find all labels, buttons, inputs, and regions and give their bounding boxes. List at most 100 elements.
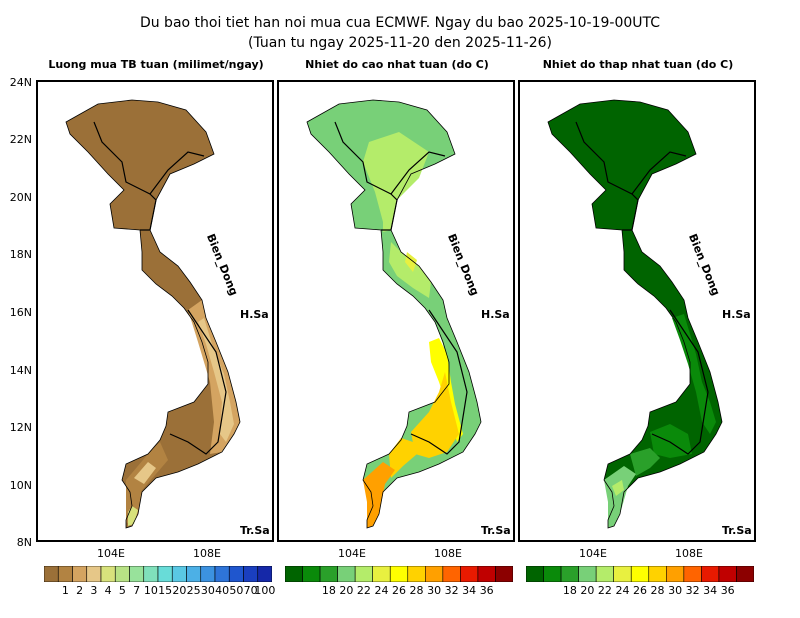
colorbar-swatch [595,566,614,582]
figure-title: Du bao thoi tiet han noi mua cua ECMWF. … [139,15,661,31]
colorbar-swatch [407,566,426,582]
x-tick-108e: 108E [434,547,462,560]
colorbar-tick-label: 10 [143,584,158,597]
colorbar-swatch [736,566,754,582]
colorbar-swatch [243,566,259,582]
colorbar-tick-label: 15 [158,584,173,597]
colorbar-tick-label: 20 [172,584,187,597]
colorbar-swatch [157,566,173,582]
colorbar-tick-label: 40 [215,584,230,597]
panel-title-tmax: Nhiet do cao nhat tuan (do C) [305,58,489,71]
y-tick-8n: 8N [16,536,32,549]
colorbar-tick-label: 26 [392,584,406,597]
map-rain [65,99,241,529]
colorbar-swatch [526,566,544,582]
map-panel-rain: Bien_Dong H.Sa Tr.Sa [36,80,274,542]
y-tick-14n: 14N [9,364,32,377]
colorbar-tick-label: 34 [462,584,477,597]
map-panel-tmin: Bien_Dong H.Sa Tr.Sa [518,80,756,542]
colorbar-tick-label: 2 [76,584,84,597]
colorbar-tick-label: 28 [409,584,424,597]
colorbar-swatch [477,566,496,582]
colorbar-tick-label: 24 [615,584,630,597]
panel-title-rain: Luong mua TB tuan (milimet/ngay) [48,58,264,71]
colorbar-tick-label: 22 [597,584,612,597]
x-tick-104e: 104E [97,547,125,560]
colorbar-swatch [171,566,187,582]
colorbar-tick-label: 34 [703,584,718,597]
colorbar-swatch [114,566,130,582]
colorbar-swatch [354,566,373,582]
colorbar-tick-label: 22 [356,584,371,597]
map-tmin [547,99,723,529]
colorbar-swatch [630,566,650,582]
x-tick-104e: 104E [579,547,607,560]
colorbar-tick-label: 36 [479,584,494,597]
x-tick-108e: 108E [193,547,221,560]
colorbar-swatch [57,566,73,582]
colorbar-swatch [718,566,737,582]
colorbar-tick-label: 3 [90,584,98,597]
x-tick-108e: 108E [675,547,703,560]
colorbar-tick-label: 30 [200,584,215,597]
colorbar-swatch [214,566,230,582]
colorbar-swatch [648,566,667,582]
colorbar-swatch [143,566,159,582]
colorbar-tick-label: 36 [720,584,735,597]
colorbar-tick-label: 1 [61,584,69,597]
colorbar-swatch [100,566,116,582]
colorbar-swatch [72,566,88,582]
y-tick-22n: 22N [9,133,32,146]
y-tick-24n: 24N [9,76,32,89]
colorbar-tick-label: 18 [562,584,577,597]
colorbar-swatch [186,566,202,582]
map-tmax [306,99,482,529]
colorbar-tick-label: 30 [668,584,683,597]
colorbar-swatch [44,566,59,582]
colorbar-swatch [460,566,479,582]
colorbar-swatch [86,566,102,582]
colorbar-tick-label: 4 [104,584,112,597]
label-truong-sa: Tr.Sa [481,524,511,537]
map-panel-tmax: Bien_Dong H.Sa Tr.Sa [277,80,515,542]
colorbar-swatch [578,566,597,582]
figure-subtitle: (Tuan tu ngay 2025-11-20 den 2025-11-26) [247,35,552,51]
panel-title-tmin: Nhiet do thap nhat tuan (do C) [542,58,734,71]
colorbar-tick-label: 7 [133,584,141,597]
colorbar-swatch [666,566,685,582]
colorbar-swatch [425,566,444,582]
colorbar-tick-label: 20 [339,584,354,597]
colorbar-tick-label: 20 [580,584,595,597]
colorbar-swatch [560,566,579,582]
colorbar-swatch [543,566,562,582]
colorbar-swatch [389,566,409,582]
colorbar-swatch [613,566,632,582]
label-hoang-sa: H.Sa [481,308,510,321]
colorbar-swatch [285,566,303,582]
label-truong-sa: Tr.Sa [240,524,270,537]
colorbar-swatch [200,566,216,582]
colorbar-swatch [302,566,321,582]
colorbar-swatch [319,566,338,582]
colorbar-rain [44,566,272,582]
y-tick-16n: 16N [9,306,32,319]
y-tick-18n: 18N [9,248,32,261]
label-hoang-sa: H.Sa [240,308,269,321]
colorbar-tmin [526,566,754,582]
y-tick-20n: 20N [9,191,32,204]
colorbar-tick-label: 5 [118,584,126,597]
colorbar-swatch [701,566,720,582]
y-tick-12n: 12N [9,421,32,434]
colorbar-tick-label: 28 [650,584,665,597]
y-tick-10n: 10N [9,479,32,492]
colorbar-swatch [372,566,391,582]
label-hoang-sa: H.Sa [722,308,751,321]
colorbar-tick-label: 70 [243,584,258,597]
colorbar-swatch [495,566,513,582]
colorbar-swatch [228,566,244,582]
label-truong-sa: Tr.Sa [722,524,752,537]
colorbar-tick-label: 50 [229,584,244,597]
colorbar-tick-label: 32 [444,584,459,597]
colorbar-swatch [683,566,702,582]
colorbar-tick-label: 100 [254,584,276,597]
